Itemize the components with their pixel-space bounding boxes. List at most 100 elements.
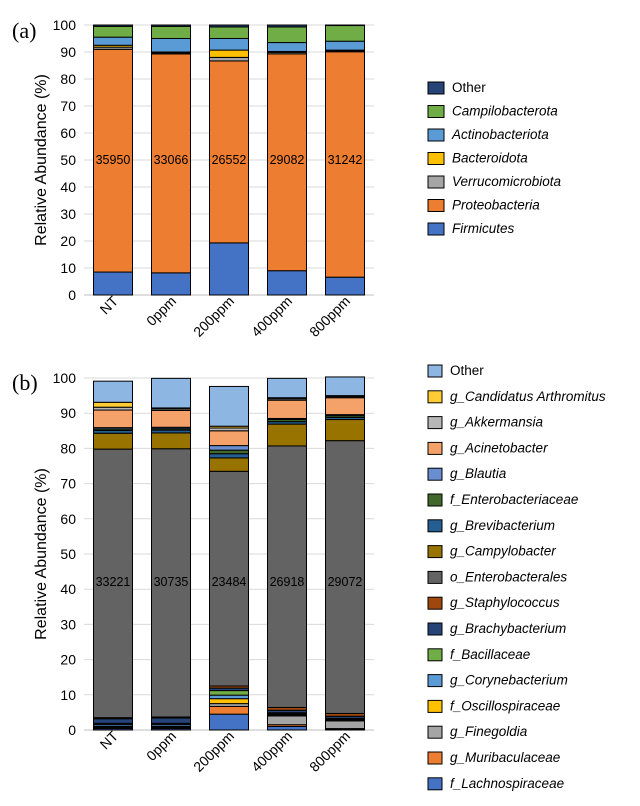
legend-label: g_Brachybacterium xyxy=(450,621,566,636)
bar-segment xyxy=(93,409,133,429)
bar-segment xyxy=(209,713,249,731)
legend-label: f_Lachnospiraceae xyxy=(450,776,564,791)
y-tick-label: 40 xyxy=(60,581,76,597)
legend-swatch xyxy=(427,81,445,95)
bar-segment xyxy=(209,242,249,296)
legend-label: g_Muribaculaceae xyxy=(450,750,560,765)
bar-segment xyxy=(151,409,191,428)
bar-count-label: 23484 xyxy=(212,575,247,589)
y-tick-label: 20 xyxy=(60,233,76,249)
bar-segment xyxy=(209,453,249,459)
legend-label: Bacteroidota xyxy=(452,151,528,166)
legend-label: o_Enterobacterales xyxy=(450,569,567,584)
bar-segment xyxy=(93,718,133,724)
bar-segment xyxy=(151,448,191,718)
bar-segment xyxy=(209,24,249,28)
x-tick-label: NT xyxy=(97,727,122,752)
bar-segment xyxy=(325,419,365,442)
bar-segment xyxy=(267,725,307,731)
bar-segment xyxy=(325,25,365,42)
bar-segment xyxy=(325,40,365,51)
bar-segment xyxy=(267,715,307,726)
y-tick-label: 60 xyxy=(60,511,76,527)
legend-label: f_Oscillospiraceae xyxy=(450,698,560,713)
legend-label: g_Campylobacter xyxy=(450,544,556,559)
bar-segment xyxy=(209,49,249,58)
bar-segment xyxy=(267,445,307,708)
legend-label: g_Acinetobacter xyxy=(450,440,548,455)
legend-label: g_Akkermansia xyxy=(450,415,544,430)
bar-segment xyxy=(151,24,191,27)
bar-segment xyxy=(325,376,365,397)
bar-segment xyxy=(209,60,249,244)
bar-count-label: 29072 xyxy=(328,575,363,589)
y-tick-label: 90 xyxy=(60,44,76,60)
bar-segment xyxy=(209,694,249,700)
bar-count-label: 29082 xyxy=(270,153,305,167)
bar-segment xyxy=(93,271,133,296)
y-tick-label: 20 xyxy=(60,652,76,668)
legend-swatch xyxy=(427,725,443,739)
y-tick-label: 100 xyxy=(53,370,77,386)
bar-segment xyxy=(93,25,133,38)
bar-segment xyxy=(267,53,307,272)
legend-label: Verrucomicrobiota xyxy=(452,174,562,189)
legend-swatch xyxy=(427,441,443,455)
legend-swatch xyxy=(427,152,445,165)
x-tick-label: 400ppm xyxy=(248,728,295,775)
bar-count-label: 33221 xyxy=(96,575,131,589)
x-tick-label: NT xyxy=(97,292,122,317)
bar-segment xyxy=(151,377,191,409)
y-axis-title: Relative Abundance (%) xyxy=(33,74,50,246)
bar-segment xyxy=(151,38,191,53)
legend-swatch xyxy=(427,105,445,118)
bar-count-label: 31242 xyxy=(328,153,363,167)
panel-label: (b) xyxy=(12,370,38,395)
panel-label: (a) xyxy=(12,18,36,43)
bar-count-label: 26552 xyxy=(212,153,247,167)
x-tick-label: 800ppm xyxy=(306,728,353,775)
legend-label: Other xyxy=(450,363,484,378)
legend-swatch xyxy=(427,622,443,636)
legend-swatch xyxy=(427,467,443,481)
bar-segment xyxy=(93,432,133,450)
legend-label: Proteobacteria xyxy=(452,198,540,213)
y-tick-label: 40 xyxy=(60,179,76,195)
panel-b-chart: (b) 0 10 20 30 40 50 60 70 80 90 100 Relative Abunda… xyxy=(12,363,606,791)
bar-segment xyxy=(209,705,249,715)
bar-segment xyxy=(151,272,191,296)
bar-segment xyxy=(93,48,133,273)
y-axis-title: Relative Abundance (%) xyxy=(33,468,50,640)
bar-segment xyxy=(267,24,307,28)
bar-segment xyxy=(209,470,249,687)
legend-swatch xyxy=(427,493,443,507)
legend-swatch xyxy=(427,175,445,189)
bar-segment xyxy=(267,399,307,419)
legend-swatch xyxy=(427,390,443,404)
y-tick-label: 50 xyxy=(60,152,76,168)
legend-swatch xyxy=(427,519,443,533)
bar-count-label: 33066 xyxy=(154,153,189,167)
bar-segment xyxy=(209,698,249,705)
legend-swatch xyxy=(427,364,443,378)
bar-segment xyxy=(209,26,249,39)
bar-segment xyxy=(267,26,307,44)
y-tick-label: 70 xyxy=(60,98,76,114)
y-tick-label: 80 xyxy=(60,440,76,456)
bar-segment xyxy=(209,690,249,696)
legend-label: g_Staphylococcus xyxy=(450,595,560,610)
y-tick-label: 90 xyxy=(60,405,76,421)
y-tick-label: 10 xyxy=(60,260,76,276)
bar-segment xyxy=(93,24,133,27)
legend-swatch xyxy=(427,128,445,142)
legend-label: g_Finegoldia xyxy=(450,724,528,739)
y-tick-label: 10 xyxy=(60,687,76,703)
y-tick-label: 30 xyxy=(60,616,76,632)
legend-label: g_Candidatus Arthromitus xyxy=(450,389,606,404)
bar-segment xyxy=(209,38,249,51)
bar-segment xyxy=(151,432,191,450)
x-tick-label: 0ppm xyxy=(143,728,179,764)
legend-label: g_Brevibacterium xyxy=(450,518,555,533)
legend-label: Campilobacterota xyxy=(452,104,558,119)
